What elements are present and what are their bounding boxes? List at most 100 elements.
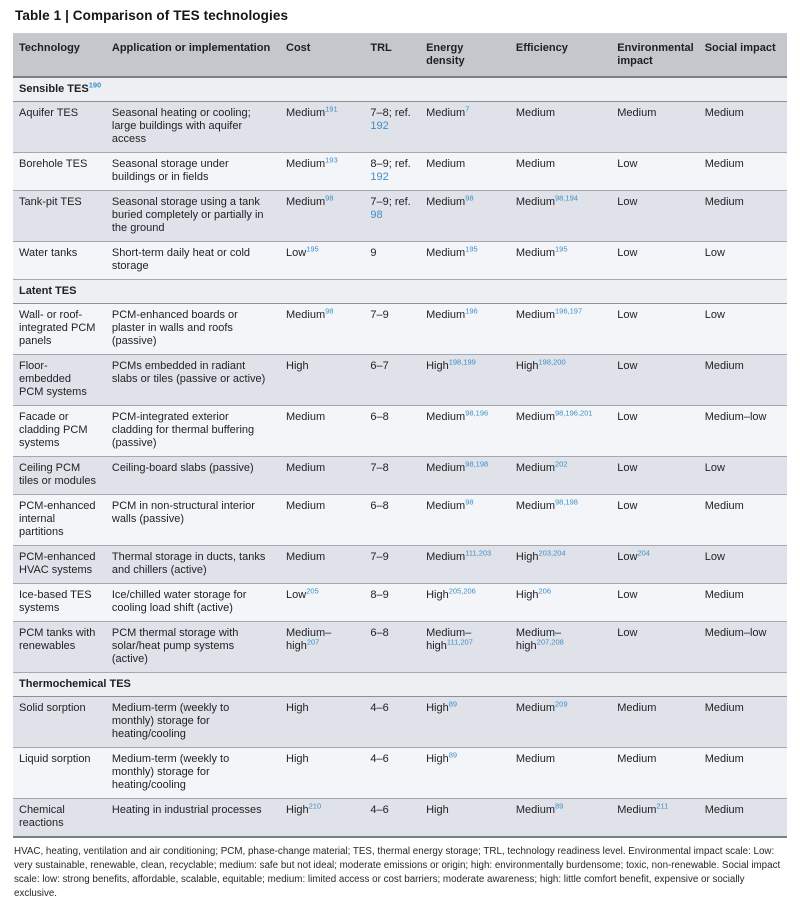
social-cell: Low (698, 241, 787, 280)
efficiency-cell: Medium202 (509, 456, 612, 495)
citation-link[interactable]: 207,208 (536, 637, 564, 647)
environmental-cell: Medium (611, 696, 699, 748)
citation-link[interactable]: 190 (88, 80, 102, 90)
social-cell: Low (698, 303, 787, 355)
efficiency-cell-text: High (515, 551, 539, 563)
efficiency-cell-text: Medium (515, 107, 555, 119)
citation-link[interactable]: 206 (538, 586, 552, 596)
reference-link[interactable]: 192 (370, 120, 389, 132)
trl-cell: 4–6 (364, 798, 421, 838)
citation-link[interactable]: 191 (325, 104, 338, 114)
environmental-cell: Low204 (611, 545, 699, 584)
trl-cell-text: 7–8 (370, 462, 389, 474)
environmental-cell: Low (611, 241, 699, 280)
citation-link[interactable]: 203,204 (538, 548, 566, 558)
citation-link[interactable]: 111,207 (446, 637, 473, 647)
technology-cell: PCM-enhanced HVAC systems (13, 545, 106, 584)
table-row: PCM-enhanced internal partitions PCM in n… (13, 494, 787, 546)
application-cell: Medium-term (weekly to monthly) storage … (105, 747, 281, 799)
environmental-cell-text: Low (617, 627, 638, 639)
environmental-cell: Medium (611, 101, 699, 153)
cost-cell-text: Low (286, 247, 307, 259)
tes-comparison-table: Technology Application or implementation… (13, 33, 787, 838)
environmental-cell: Low (611, 405, 699, 457)
citation-link[interactable]: 89 (555, 801, 564, 811)
table-row: Chemical reactions Heating in industrial … (13, 798, 787, 838)
energy-cell-text: Medium (426, 158, 466, 170)
citation-link[interactable]: 196,197 (555, 306, 583, 316)
efficiency-cell: High203,204 (509, 545, 612, 584)
technology-cell: Ceiling PCM tiles or modules (13, 456, 106, 495)
citation-link[interactable]: 207 (306, 637, 320, 647)
citation-link[interactable]: 98,198 (465, 459, 489, 469)
citation-link[interactable]: 98,194 (555, 193, 578, 203)
social-cell: Medium (698, 152, 787, 191)
citation-link[interactable]: 98,198 (555, 497, 578, 507)
citation-link[interactable]: 98 (325, 193, 334, 203)
col-header-technology: Technology (13, 33, 106, 78)
citation-link[interactable]: 210 (308, 801, 322, 811)
citation-link[interactable]: 204 (637, 548, 650, 558)
social-cell: Medium (698, 696, 787, 748)
trl-cell-text: 4–6 (370, 702, 389, 714)
citation-link[interactable]: 98 (465, 497, 474, 507)
reference-link[interactable]: 192 (370, 171, 389, 183)
table-row: Ceiling PCM tiles or modules Ceiling-boar… (13, 456, 787, 495)
citation-link[interactable]: 211 (656, 801, 669, 811)
social-cell: Low (698, 545, 787, 584)
trl-cell: 8–9; ref. 192 (364, 152, 421, 191)
energy-cell-text: Medium (426, 196, 466, 208)
technology-cell: Water tanks (13, 241, 106, 280)
table-row: Facade or cladding PCM systems PCM-integr… (13, 405, 787, 457)
environmental-cell-text: Low (617, 462, 638, 474)
efficiency-cell-text: Medium–high (515, 627, 562, 652)
citation-link[interactable]: 196 (465, 306, 478, 316)
citation-link[interactable]: 202 (555, 459, 568, 469)
environmental-cell-text: Medium (617, 702, 657, 714)
citation-link[interactable]: 198,200 (538, 357, 566, 367)
citation-link[interactable]: 205,206 (448, 586, 476, 596)
citation-link[interactable]: 205 (306, 586, 319, 596)
citation-link[interactable]: 111,203 (465, 548, 492, 558)
section-label: Latent TES (19, 285, 77, 297)
citation-link[interactable]: 89 (448, 699, 458, 709)
citation-link[interactable]: 195 (306, 244, 319, 254)
energy-cell-text: Medium (426, 462, 466, 474)
cost-cell-text: Medium (286, 158, 326, 170)
efficiency-cell-text: Medium (515, 702, 555, 714)
section-label: Thermochemical TES (19, 678, 131, 690)
efficiency-cell-text: Medium (515, 500, 555, 512)
efficiency-cell-text: Medium (515, 196, 555, 208)
citation-link[interactable]: 195 (465, 244, 478, 254)
social-cell-text: Medium–low (704, 627, 767, 639)
trl-cell: 4–6 (364, 747, 421, 799)
table-row: Water tanks Short-term daily heat or cold… (13, 241, 787, 280)
efficiency-cell-text: High (515, 360, 539, 372)
citation-link[interactable]: 89 (448, 750, 458, 760)
citation-link[interactable]: 198,199 (448, 357, 476, 367)
trl-cell: 6–8 (364, 494, 421, 546)
citation-link[interactable]: 98,196,201 (555, 408, 593, 418)
citation-link[interactable]: 98 (465, 193, 474, 203)
citation-link[interactable]: 209 (555, 699, 568, 709)
cost-cell-text: Medium (286, 411, 326, 423)
application-cell: Thermal storage in ducts, tanks and chil… (105, 545, 281, 584)
energy-cell: High89 (420, 747, 510, 799)
citation-link[interactable]: 7 (465, 104, 470, 114)
reference-link[interactable]: 98 (370, 209, 383, 221)
citation-link[interactable]: 193 (325, 155, 338, 165)
energy-cell: High205,206 (420, 583, 510, 622)
environmental-cell: Low (611, 494, 699, 546)
col-header-energy-density: Energy density (420, 33, 510, 78)
citation-link[interactable]: 195 (555, 244, 568, 254)
energy-cell: Medium98,198 (420, 456, 510, 495)
trl-cell-text: 6–7 (370, 360, 389, 372)
table-body: Sensible TES190 Aquifer TES Seasonal heati… (13, 77, 787, 838)
col-header-trl: TRL (364, 33, 421, 78)
environmental-cell-text: Low (617, 589, 638, 601)
citation-link[interactable]: 98,196 (465, 408, 489, 418)
cost-cell: Medium (280, 405, 365, 457)
citation-link[interactable]: 98 (325, 306, 334, 316)
energy-cell: Medium–high111,207 (420, 621, 510, 673)
